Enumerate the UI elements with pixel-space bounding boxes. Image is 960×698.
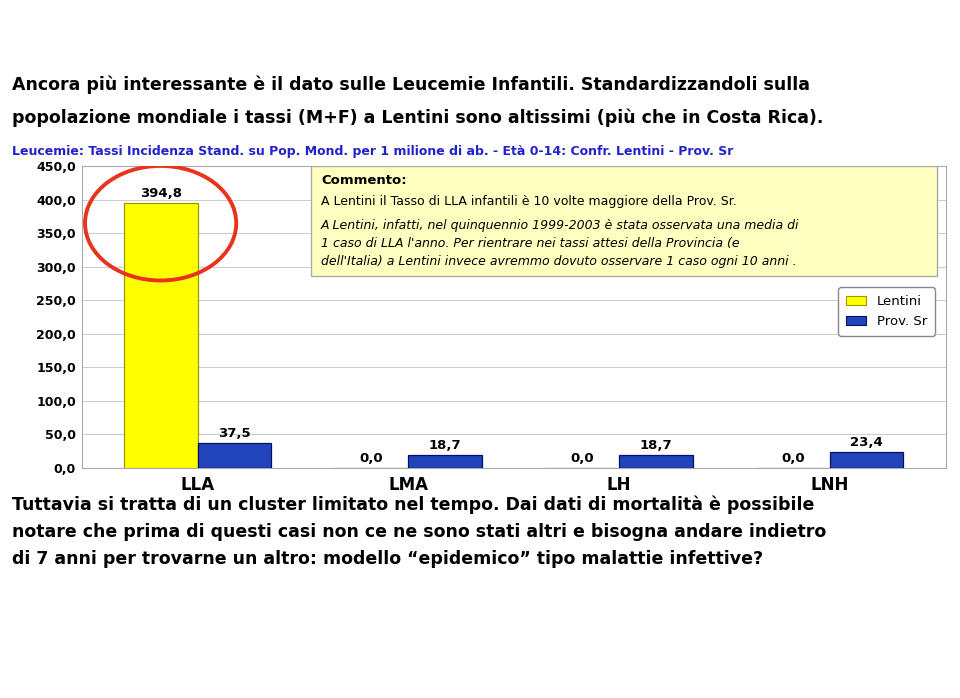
Text: A Lentini, infatti, nel quinquennio 1999-2003 è stata osservata una media di
1 c: A Lentini, infatti, nel quinquennio 1999… — [321, 219, 800, 268]
Text: A Lentini il Tasso di LLA infantili è 10 volte maggiore della Prov. Sr.: A Lentini il Tasso di LLA infantili è 10… — [321, 195, 736, 208]
Text: Ancora più interessante è il dato sulle Leucemie Infantili. Standardizzandoli su: Ancora più interessante è il dato sulle … — [12, 75, 809, 94]
Text: Commento:: Commento: — [321, 174, 406, 186]
Text: 18,7: 18,7 — [639, 440, 672, 452]
Text: 37,5: 37,5 — [218, 427, 251, 440]
FancyBboxPatch shape — [311, 166, 937, 276]
Text: Cluster di Leucemie Infantili a Lentini: modello “epidemico”?: Cluster di Leucemie Infantili a Lentini:… — [12, 17, 826, 40]
Legend: Lentini, Prov. Sr: Lentini, Prov. Sr — [838, 288, 935, 336]
Bar — [829, 452, 903, 468]
Bar — [619, 455, 693, 468]
Text: 23,4: 23,4 — [851, 436, 883, 450]
Text: 0,0: 0,0 — [570, 452, 594, 465]
Text: 0,0: 0,0 — [781, 452, 804, 465]
Text: 18,7: 18,7 — [429, 440, 462, 452]
Text: popolazione mondiale i tassi (M+F) a Lentini sono altissimi (più che in Costa Ri: popolazione mondiale i tassi (M+F) a Len… — [12, 108, 823, 127]
Bar — [198, 443, 272, 468]
Text: 0,0: 0,0 — [360, 452, 383, 465]
Text: Tuttavia si tratta di un cluster limitato nel tempo. Dai dati di mortalità è pos: Tuttavia si tratta di un cluster limitat… — [12, 496, 826, 568]
Bar — [408, 455, 482, 468]
Text: 394,8: 394,8 — [139, 188, 181, 200]
Bar — [124, 203, 198, 468]
Text: Leucemie: Tassi Incidenza Stand. su Pop. Mond. per 1 milione di ab. - Età 0-14: : Leucemie: Tassi Incidenza Stand. su Pop.… — [12, 145, 732, 158]
